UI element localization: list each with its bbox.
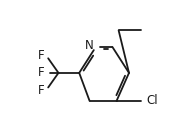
Text: N: N bbox=[85, 39, 94, 52]
Text: F: F bbox=[38, 49, 45, 62]
Text: F: F bbox=[38, 66, 45, 79]
Text: Cl: Cl bbox=[147, 94, 158, 107]
Text: F: F bbox=[38, 84, 45, 97]
